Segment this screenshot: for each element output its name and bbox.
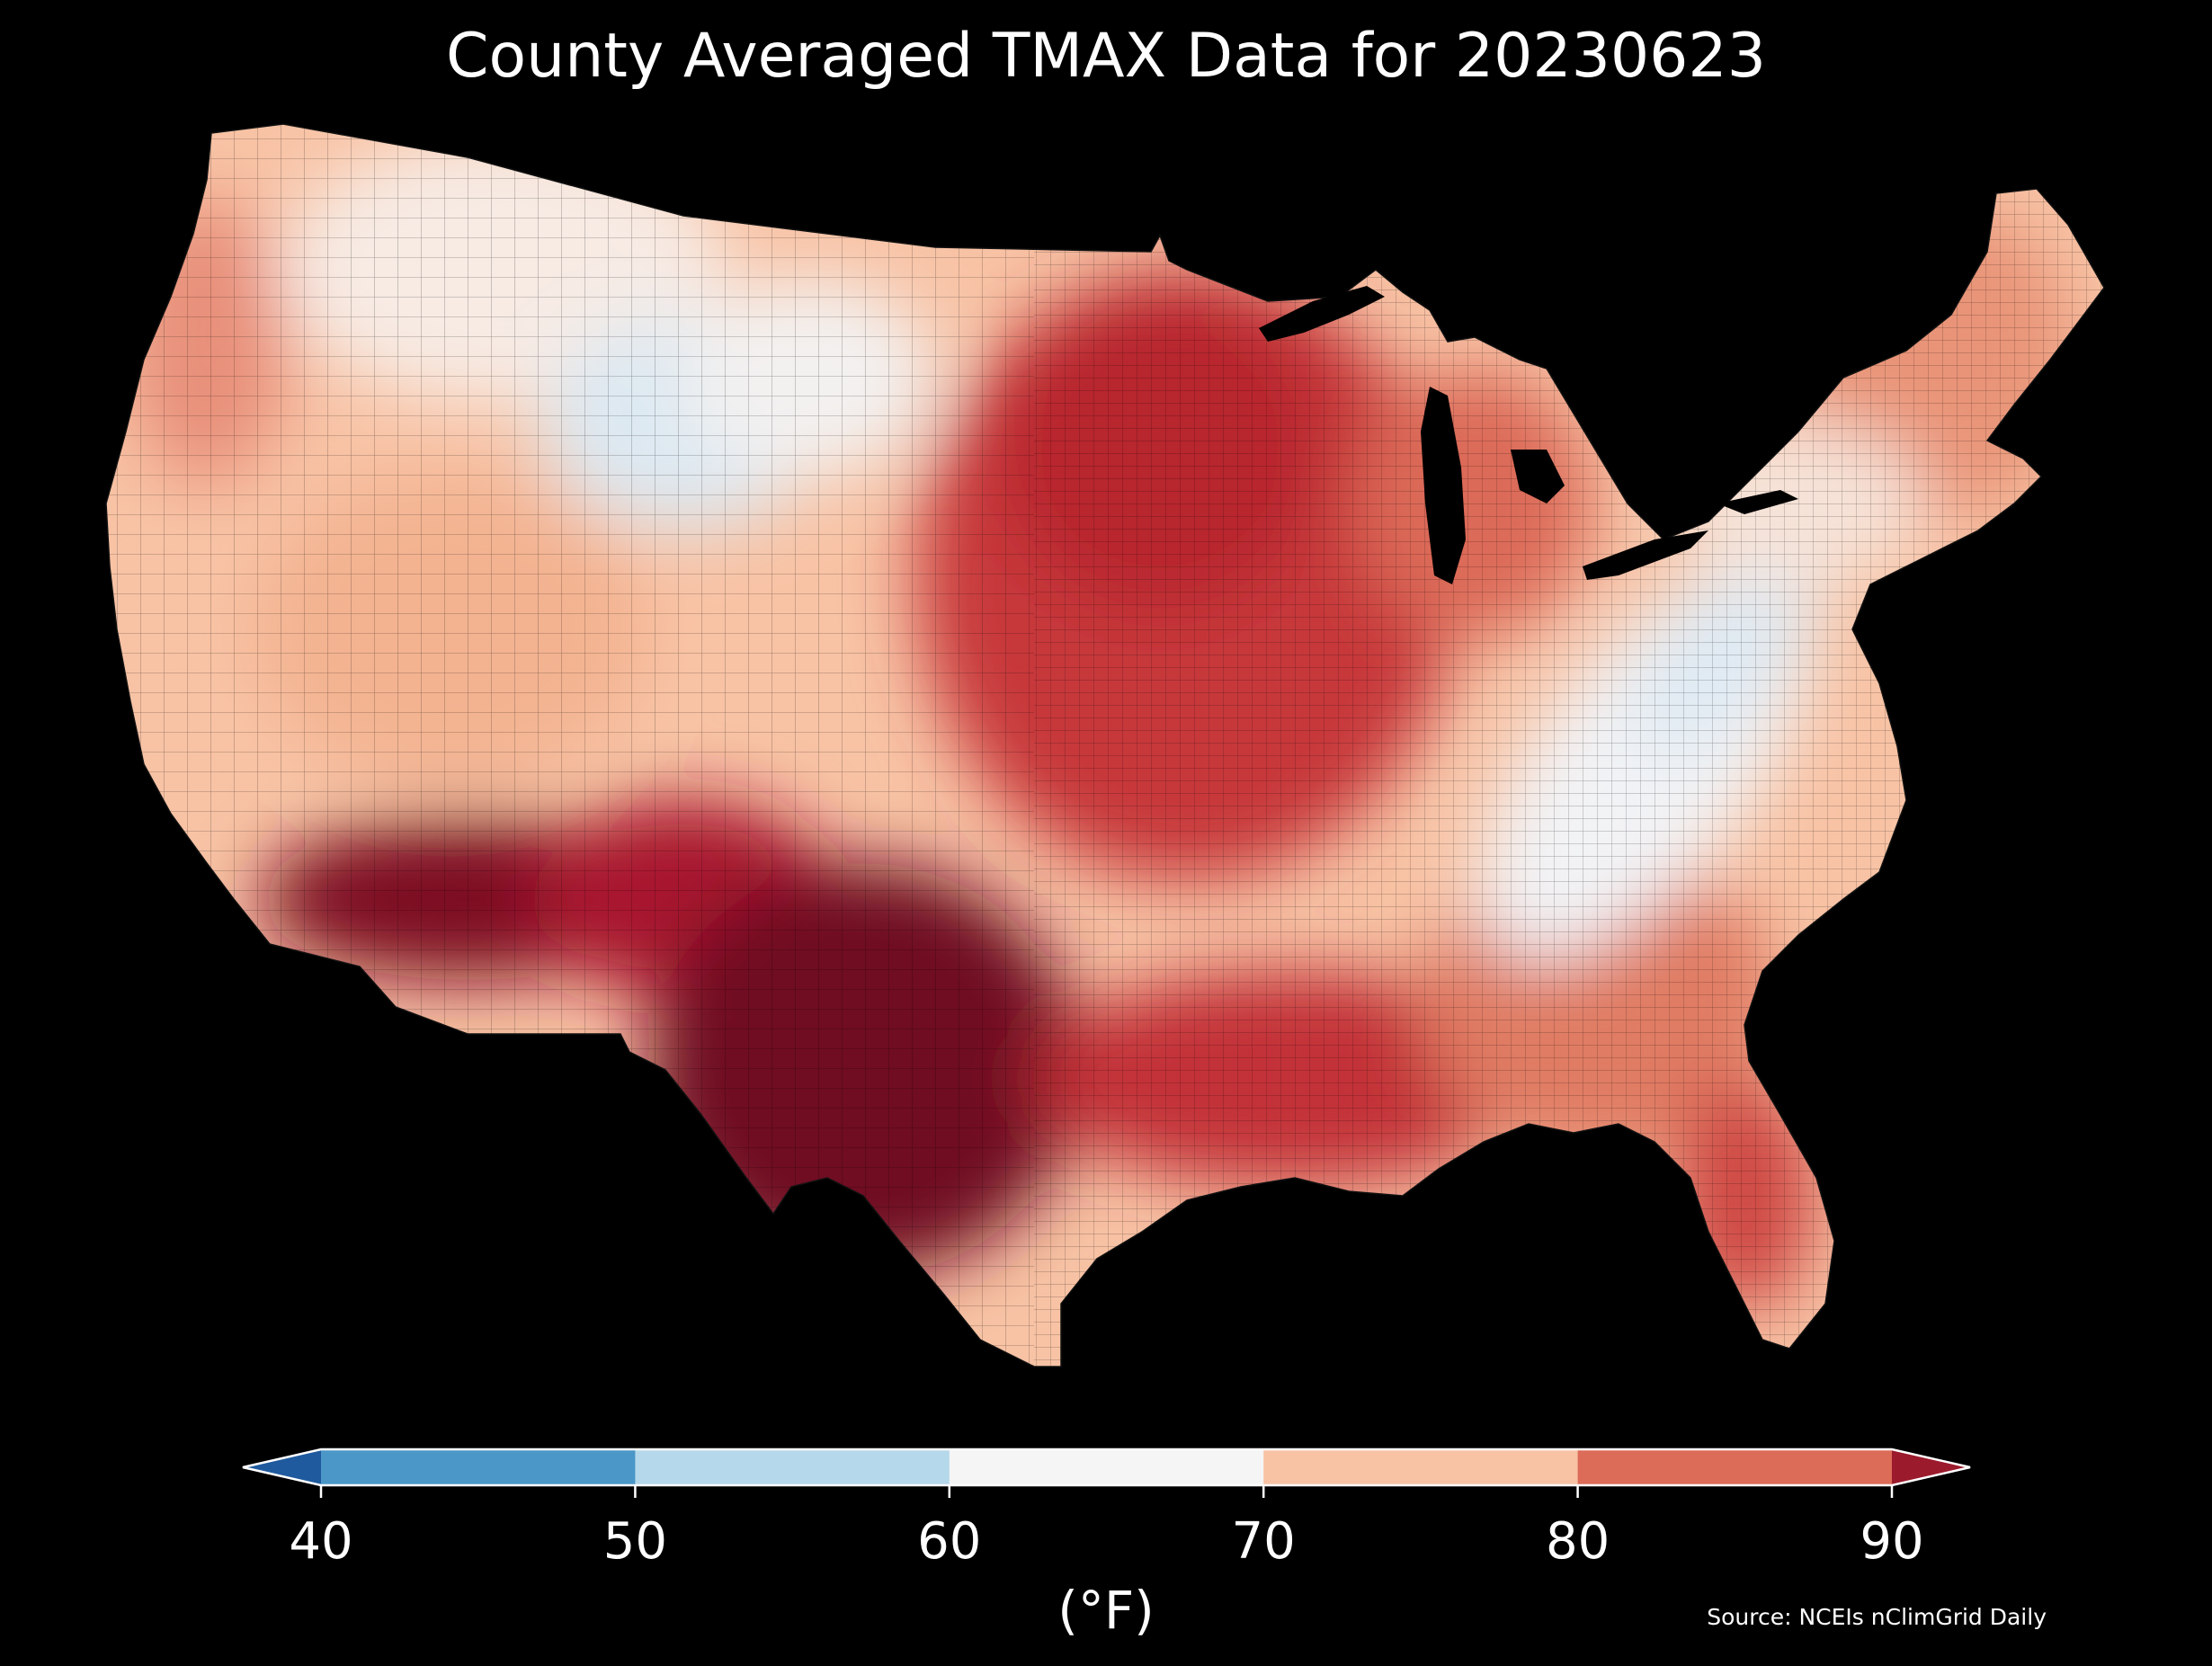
- colorbar-bins: [243, 1449, 1970, 1485]
- map-title: County Averaged TMAX Data for 20230623: [446, 21, 1766, 92]
- lake-michigan: [1421, 387, 1466, 584]
- colorbar-tick-label: 40: [289, 1512, 353, 1571]
- source-note: Source: NCEIs nClimGrid Daily: [1707, 1604, 2047, 1630]
- colorbar-bin: [635, 1449, 950, 1485]
- colorbar-tick-label: 60: [917, 1512, 982, 1571]
- colorbar-bin: [1263, 1449, 1579, 1485]
- colorbar-bin: [1577, 1449, 1893, 1485]
- colorbar-tick-label: 70: [1231, 1512, 1296, 1571]
- lake-erie: [1583, 530, 1708, 580]
- colorbar-extend-high: [1892, 1449, 1970, 1485]
- colorbar-bin: [321, 1449, 636, 1485]
- colorbar-ticks: [319, 1485, 1894, 1498]
- conus-outline: [105, 123, 2105, 1368]
- colorbar-tick-label: 80: [1545, 1512, 1610, 1571]
- lake-superior: [1259, 286, 1385, 342]
- colorbar-bin: [949, 1449, 1264, 1485]
- colorbar-unit-label: (°F): [1057, 1580, 1155, 1641]
- colorbar-tick-label: 90: [1860, 1512, 1924, 1571]
- lake-ontario: [1717, 490, 1798, 514]
- lake-huron: [1511, 450, 1565, 503]
- colorbar-extend-low: [243, 1449, 321, 1485]
- colorbar-tick-label: 50: [602, 1512, 668, 1571]
